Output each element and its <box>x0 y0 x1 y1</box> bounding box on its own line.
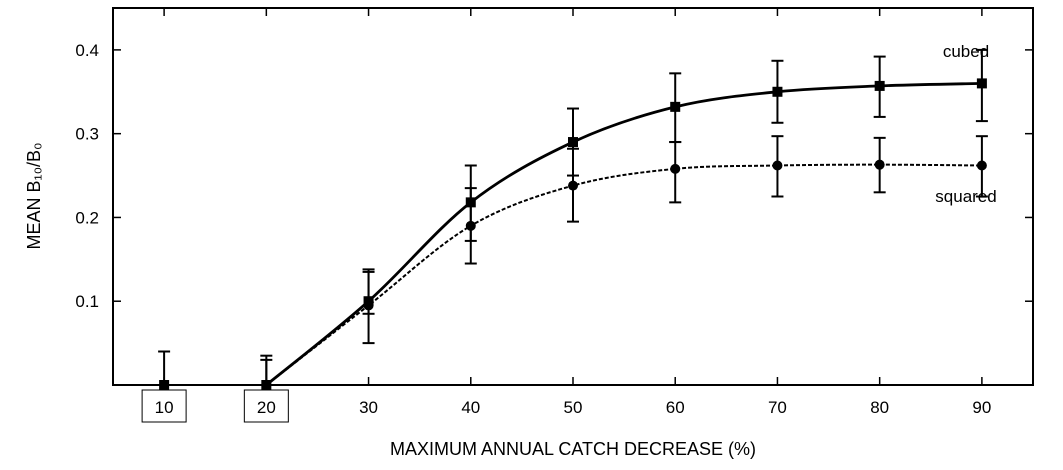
marker-cubed <box>874 80 885 91</box>
series-line-cubed <box>265 82 982 387</box>
x-axis-title: MAXIMUM ANNUAL CATCH DECREASE (%) <box>390 439 756 459</box>
y-tick-label: 0.4 <box>75 41 99 60</box>
series-label-cubed: cubed <box>943 42 989 61</box>
series-label-squared: squared <box>935 187 996 206</box>
marker-squared <box>363 300 374 311</box>
marker-cubed <box>568 137 578 148</box>
marker-cubed <box>976 78 987 89</box>
x-tick-label: 20 <box>257 398 276 417</box>
marker-cubed <box>772 86 783 97</box>
x-tick-label: 40 <box>461 398 480 417</box>
marker-squared <box>261 380 272 390</box>
marker-squared <box>874 159 885 170</box>
marker-squared <box>976 160 987 171</box>
x-tick-label: 70 <box>768 398 787 417</box>
marker-squared <box>772 160 783 171</box>
y-tick-label: 0.1 <box>75 292 99 311</box>
marker-cubed <box>159 380 170 390</box>
x-tick-label: 60 <box>666 398 685 417</box>
y-tick-label: 0.3 <box>75 125 99 144</box>
x-tick-label: 80 <box>870 398 889 417</box>
y-axis-title: MEAN B₁₀/B₀ <box>24 142 44 249</box>
marker-squared <box>568 180 578 191</box>
x-tick-label: 50 <box>564 398 583 417</box>
marker-cubed <box>670 101 681 112</box>
x-axis-ticks: 10 20 30 40 50 60 70 80 90 <box>141 8 991 423</box>
x-tick-label: 10 <box>155 398 174 417</box>
y-tick-label: 0.2 <box>75 208 99 227</box>
x-tick-label: 90 <box>972 398 991 417</box>
marker-squared <box>670 163 681 174</box>
series-line-squared <box>265 163 982 386</box>
series-layer: cubed squared <box>158 42 997 390</box>
marker-squared <box>465 220 476 231</box>
y-axis-ticks: 0.1 0.2 0.3 0.4 <box>75 41 1033 311</box>
x-tick-label: 30 <box>359 398 378 417</box>
